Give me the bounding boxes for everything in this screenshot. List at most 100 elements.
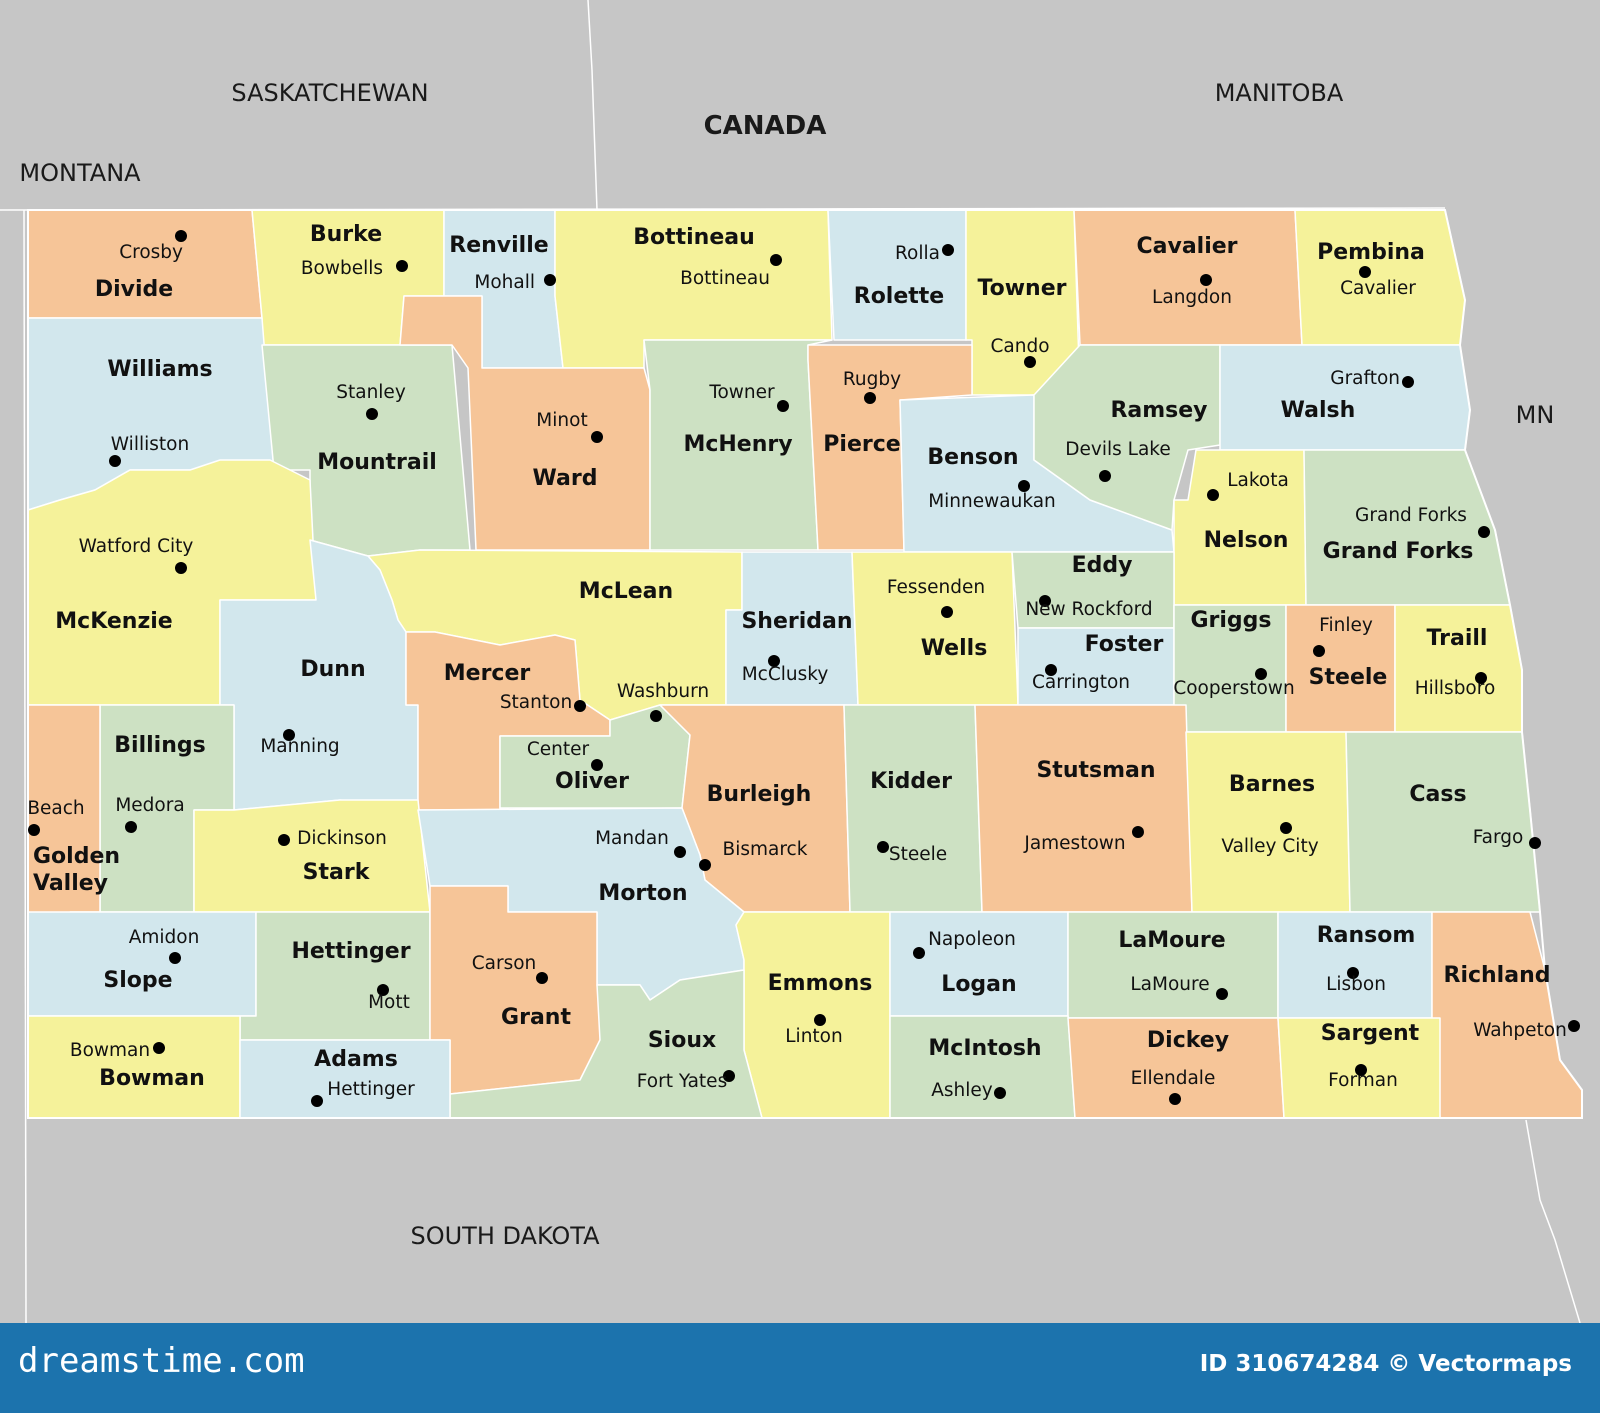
county-label-traill: Traill bbox=[1427, 626, 1488, 651]
seat-marker-mountrail[interactable] bbox=[366, 408, 378, 420]
seat-marker-benson[interactable] bbox=[1018, 480, 1030, 492]
seat-marker-bowman[interactable] bbox=[153, 1042, 165, 1054]
seat-label-adams: Hettinger bbox=[327, 1079, 415, 1100]
seat-label-logan: Napoleon bbox=[928, 929, 1016, 950]
county-label-dunn: Dunn bbox=[300, 657, 365, 682]
county-sioux[interactable] bbox=[449, 969, 763, 1119]
seat-marker-williams[interactable] bbox=[109, 455, 121, 467]
seat-marker-grand-forks[interactable] bbox=[1478, 526, 1490, 538]
county-rolette[interactable] bbox=[827, 209, 967, 341]
seat-marker-mercer[interactable] bbox=[574, 700, 586, 712]
seat-marker-logan[interactable] bbox=[913, 947, 925, 959]
seat-marker-sioux[interactable] bbox=[723, 1070, 735, 1082]
seat-marker-ransom[interactable] bbox=[1347, 967, 1359, 979]
seat-label-williams: Williston bbox=[111, 434, 189, 455]
seat-marker-steele[interactable] bbox=[1313, 645, 1325, 657]
montana-border bbox=[23, 209, 27, 1323]
seat-marker-emmons[interactable] bbox=[814, 1014, 826, 1026]
seat-label-golden-valley: Beach bbox=[27, 798, 84, 819]
seat-marker-lamoure[interactable] bbox=[1216, 988, 1228, 1000]
seat-marker-sargent[interactable] bbox=[1355, 1064, 1367, 1076]
seat-marker-adams[interactable] bbox=[311, 1095, 323, 1107]
region-label-manitoba: MANITOBA bbox=[1215, 79, 1344, 107]
seat-marker-grant[interactable] bbox=[536, 972, 548, 984]
seat-marker-renville[interactable] bbox=[544, 274, 556, 286]
county-traill[interactable] bbox=[1394, 604, 1523, 733]
county-stutsman[interactable] bbox=[974, 704, 1193, 913]
seat-marker-barnes[interactable] bbox=[1280, 822, 1292, 834]
seat-marker-sheridan[interactable] bbox=[768, 655, 780, 667]
county-label-ramsey: Ramsey bbox=[1110, 398, 1207, 423]
seat-marker-bottineau[interactable] bbox=[770, 254, 782, 266]
seat-marker-stutsman[interactable] bbox=[1132, 826, 1144, 838]
seat-marker-stark[interactable] bbox=[278, 834, 290, 846]
seat-marker-golden-valley[interactable] bbox=[28, 824, 40, 836]
county-label-renville: Renville bbox=[449, 233, 548, 258]
county-label-towner: Towner bbox=[978, 276, 1067, 301]
seat-marker-burke[interactable] bbox=[396, 260, 408, 272]
county-kidder[interactable] bbox=[843, 704, 983, 913]
brand-logo-text: dreamstime.com bbox=[18, 1341, 305, 1381]
seat-marker-eddy[interactable] bbox=[1039, 595, 1051, 607]
seat-marker-kidder[interactable] bbox=[877, 841, 889, 853]
county-wells[interactable] bbox=[851, 551, 1019, 706]
seat-marker-griggs[interactable] bbox=[1255, 668, 1267, 680]
county-ward[interactable] bbox=[399, 295, 651, 551]
seat-marker-morton[interactable] bbox=[674, 846, 686, 858]
seat-label-emmons: Linton bbox=[785, 1026, 842, 1047]
region-label-saskatchewan: SASKATCHEWAN bbox=[231, 79, 428, 107]
region-label-montana: MONTANA bbox=[19, 159, 141, 187]
seat-marker-nelson[interactable] bbox=[1207, 489, 1219, 501]
seat-marker-mcintosh[interactable] bbox=[994, 1087, 1006, 1099]
county-label-dickey: Dickey bbox=[1147, 1028, 1229, 1053]
seat-marker-cass[interactable] bbox=[1529, 837, 1541, 849]
seat-marker-pembina[interactable] bbox=[1359, 266, 1371, 278]
seat-marker-hettinger[interactable] bbox=[377, 984, 389, 996]
seat-label-grand-forks: Grand Forks bbox=[1355, 505, 1467, 526]
seat-label-sheridan: McClusky bbox=[742, 664, 829, 685]
county-label-sheridan: Sheridan bbox=[741, 609, 852, 634]
seat-marker-slope[interactable] bbox=[169, 952, 181, 964]
county-stark[interactable] bbox=[193, 799, 431, 913]
seat-marker-billings[interactable] bbox=[125, 821, 137, 833]
seat-marker-pierce[interactable] bbox=[864, 392, 876, 404]
county-label-walsh: Walsh bbox=[1281, 398, 1356, 423]
seat-marker-mclean[interactable] bbox=[650, 710, 662, 722]
seat-marker-oliver[interactable] bbox=[591, 759, 603, 771]
seat-marker-wells[interactable] bbox=[941, 606, 953, 618]
county-label-steele: Steele bbox=[1309, 665, 1388, 690]
seat-marker-mckenzie[interactable] bbox=[175, 562, 187, 574]
seat-marker-rolette[interactable] bbox=[942, 244, 954, 256]
seat-marker-mchenry[interactable] bbox=[777, 400, 789, 412]
county-label-burke: Burke bbox=[310, 222, 382, 247]
county-label-stutsman: Stutsman bbox=[1036, 758, 1155, 783]
north-dakota-county-map: Divide Crosby Burke Bowbells Renville Mohall B… bbox=[0, 0, 1583, 1323]
seat-label-burleigh: Bismarck bbox=[723, 839, 808, 860]
county-logan[interactable] bbox=[889, 911, 1069, 1017]
county-cass[interactable] bbox=[1345, 731, 1541, 913]
seat-marker-traill[interactable] bbox=[1475, 672, 1487, 684]
seat-label-wells: Fessenden bbox=[887, 577, 985, 598]
county-label-griggs: Griggs bbox=[1190, 608, 1271, 633]
county-ramsey[interactable] bbox=[1033, 344, 1221, 531]
county-golden-valley[interactable] bbox=[27, 704, 101, 941]
seat-marker-cavalier[interactable] bbox=[1200, 274, 1212, 286]
seat-marker-towner[interactable] bbox=[1024, 356, 1036, 368]
county-hettinger[interactable] bbox=[239, 911, 431, 1041]
seat-marker-walsh[interactable] bbox=[1402, 376, 1414, 388]
seat-marker-richland[interactable] bbox=[1568, 1020, 1580, 1032]
seat-marker-ramsey[interactable] bbox=[1099, 470, 1111, 482]
seat-marker-dunn[interactable] bbox=[283, 729, 295, 741]
seat-label-towner: Cando bbox=[990, 336, 1049, 357]
seat-marker-divide[interactable] bbox=[175, 230, 187, 242]
seat-marker-foster[interactable] bbox=[1045, 664, 1057, 676]
seat-marker-dickey[interactable] bbox=[1169, 1093, 1181, 1105]
county-barnes[interactable] bbox=[1185, 731, 1351, 913]
seat-marker-burleigh[interactable] bbox=[699, 859, 711, 871]
county-cavalier[interactable] bbox=[1073, 209, 1303, 346]
county-label-cass: Cass bbox=[1409, 782, 1466, 807]
county-mcintosh[interactable] bbox=[889, 1015, 1076, 1119]
county-emmons[interactable] bbox=[735, 911, 891, 1119]
seat-label-sargent: Forman bbox=[1328, 1070, 1398, 1091]
seat-marker-ward[interactable] bbox=[591, 431, 603, 443]
